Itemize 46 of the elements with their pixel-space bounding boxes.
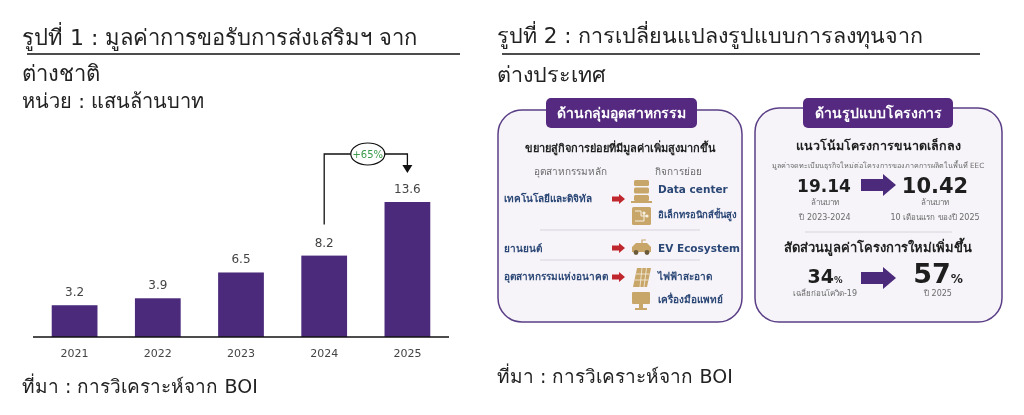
text: 10 เดือนแรก ของปี 2025: [890, 213, 980, 222]
text: ขยายสู่กิจการย่อยที่มีมูลค่าเพิ่มสูงมากขึ้น: [524, 140, 716, 156]
text: รูปที่ 2 : การเปลี่ยนแปลงรูปแบบการลงทุนจากต่างประเทศ: [497, 21, 924, 87]
data-label: 13.6: [394, 182, 421, 196]
bar: [384, 202, 431, 337]
bar: [218, 272, 264, 337]
text: เฉลี่ยก่อนโควิด-19: [792, 287, 858, 298]
x-tick-label: 2025: [393, 347, 422, 360]
text: ด้านกลุ่มอุตสาหกรรม: [556, 105, 686, 122]
text: ล้านบาท: [921, 198, 949, 207]
text: ปี 2023-2024: [798, 213, 851, 222]
bar: [51, 305, 98, 337]
data-label: 3.9: [148, 278, 168, 293]
text: 57%: [913, 258, 963, 289]
text: ที่มา : การวิเคราะห์จาก BOI: [497, 363, 733, 387]
text: +65%: [352, 148, 384, 160]
text: EV Ecosystem: [658, 242, 741, 254]
bar: [301, 255, 348, 337]
text: อิเล็กทรอนิกส์ขั้นสูง: [658, 207, 737, 222]
text: ปี 2025: [923, 289, 952, 298]
text: 34%: [807, 265, 843, 287]
text: กิจการย่อย: [654, 166, 702, 177]
bar: [134, 298, 181, 337]
chart-title: รูปที่ 1 : มูลค่าการขอรับการส่งเสริมฯ จากต่างชาติ: [22, 22, 418, 86]
text: ด้านรูปแบบโครงการ: [814, 104, 942, 122]
x-tick-label: 2021: [60, 347, 89, 360]
text: ที่มา : การวิเคราะห์จาก BOI: [22, 373, 258, 397]
text: เทคโนโลยีและดิจิทัล: [504, 192, 592, 204]
text: Data center: [658, 183, 729, 195]
text: 10.42: [901, 174, 969, 198]
chart-subtitle: หน่วย : แสนล้านบาท: [22, 89, 205, 113]
data-label: 8.2: [314, 235, 334, 250]
text: อุตสาหกรรมแห่งอนาคต: [504, 271, 608, 283]
text: ล้านบาท: [811, 198, 839, 207]
text: ยานยนต์: [504, 243, 542, 254]
text: แนวโน้มโครงการขนาดเล็กลง: [795, 138, 961, 153]
x-tick-label: 2022: [143, 347, 172, 360]
text: อุตสาหกรรมหลัก: [533, 166, 607, 178]
text: 19.14: [797, 176, 852, 196]
text: ไฟฟ้าสะอาด: [657, 270, 712, 282]
x-tick-label: 2023: [227, 347, 255, 360]
text: เครื่องมือแพทย์: [658, 292, 723, 305]
data-label: 3.2: [65, 285, 85, 300]
text: สัดส่วนมูลค่าโครงการใหม่เพิ่มขึ้น: [784, 237, 972, 256]
data-label: 6.5: [231, 252, 251, 267]
x-tick-label: 2024: [310, 347, 339, 360]
